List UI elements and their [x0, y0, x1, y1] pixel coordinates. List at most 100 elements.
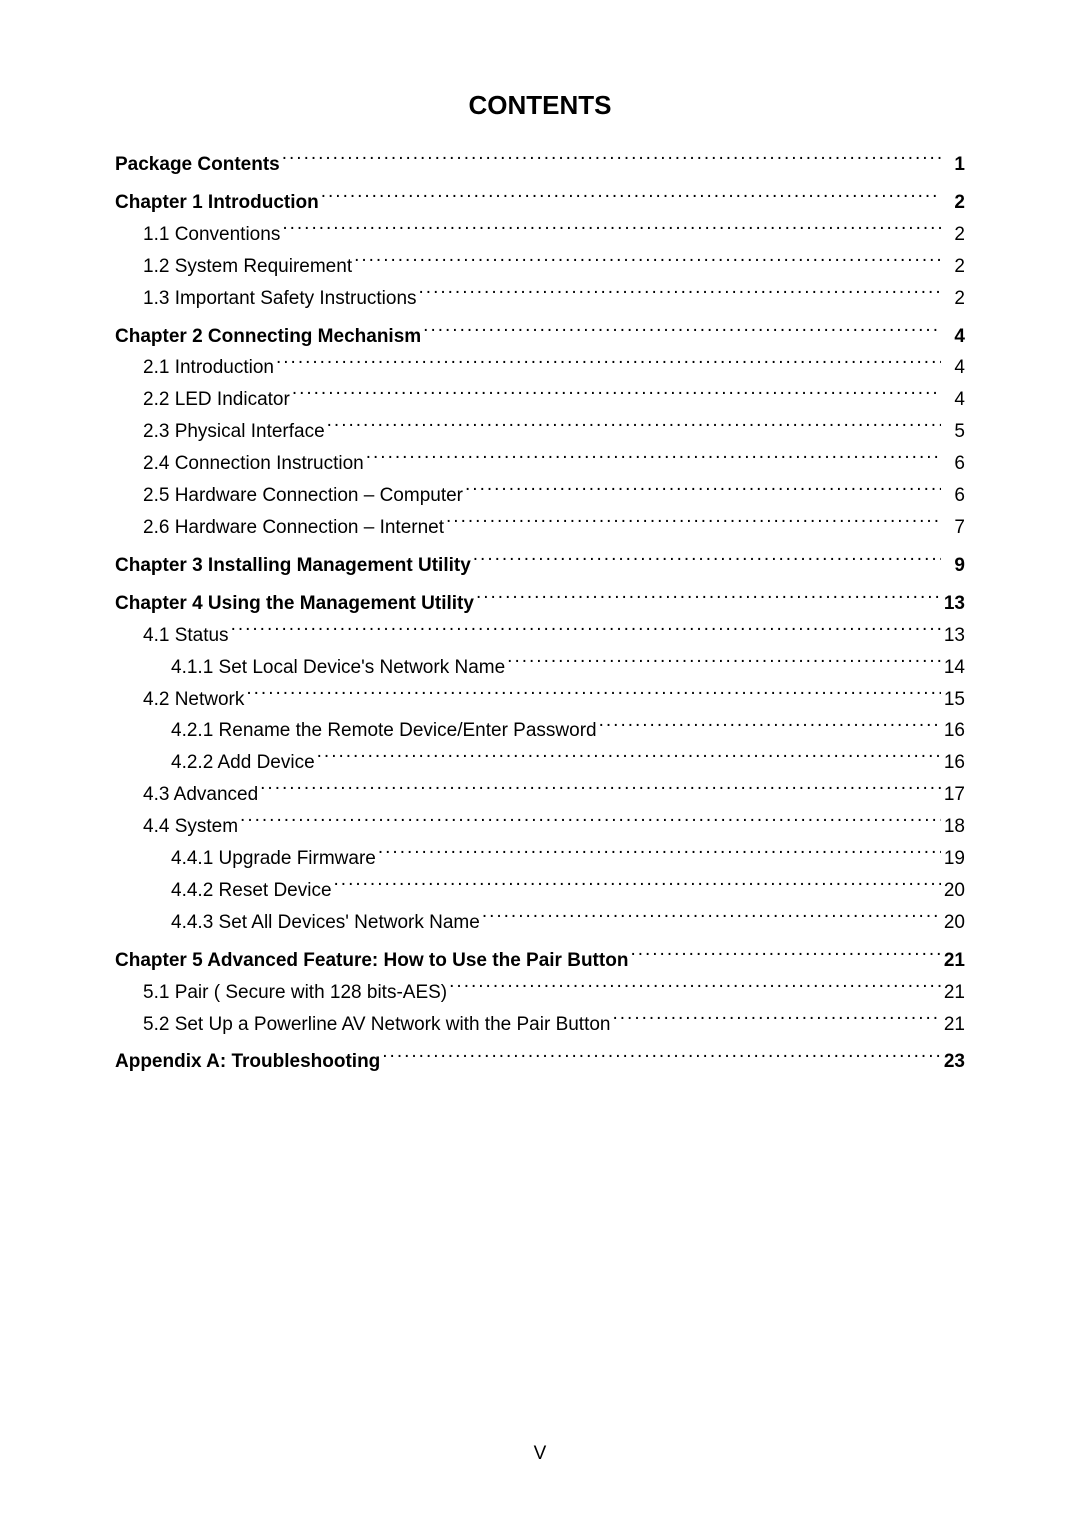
toc-entry: 4.4.2 Reset Device 20	[115, 875, 965, 907]
toc-entry-leader	[240, 813, 941, 832]
document-page: CONTENTS Package Contents 1 Chapter 1 Intr…	[0, 0, 1080, 1527]
toc-entry-label: 1.1 Conventions	[143, 219, 280, 251]
toc-entry-page: 4	[943, 352, 965, 384]
toc-entry: 2.2 LED Indicator 4	[115, 384, 965, 416]
toc-entry-label: 2.4 Connection Instruction	[143, 448, 364, 480]
toc-entry-label: 5.1 Pair ( Secure with 128 bits-AES)	[143, 977, 447, 1009]
toc-entry-page: 21	[943, 945, 965, 977]
toc-entry: 4.1 Status13	[115, 620, 965, 652]
toc-entry-label: Chapter 4 Using the Management Utility	[115, 588, 474, 620]
toc-entry: 2.3 Physical Interface 5	[115, 416, 965, 448]
toc-entry-label: Chapter 2 Connecting Mechanism	[115, 321, 421, 353]
toc-entry-leader	[423, 323, 941, 342]
toc-entry-page: 2	[943, 219, 965, 251]
toc-entry: Chapter 1 Introduction 2	[115, 187, 965, 219]
toc-entry: 1.2 System Requirement 2	[115, 251, 965, 283]
toc-entry-page: 5	[943, 416, 965, 448]
toc-entry: 4.4 System 18	[115, 811, 965, 843]
toc-entry-page: 7	[943, 512, 965, 544]
toc-entry-page: 15	[943, 684, 965, 716]
toc-entry-label: 4.4.1 Upgrade Firmware	[171, 843, 376, 875]
toc-entry-label: Chapter 1 Introduction	[115, 187, 319, 219]
toc-entry-label: 4.4.2 Reset Device	[171, 875, 332, 907]
toc-entry-label: Chapter 3 Installing Management Utility	[115, 550, 471, 582]
toc-entry-page: 21	[943, 1009, 965, 1041]
toc-entry-label: 2.2 LED Indicator	[143, 384, 290, 416]
toc-entry-label: Appendix A: Troubleshooting	[115, 1046, 380, 1078]
toc-entry: 4.4.1 Upgrade Firmware 19	[115, 843, 965, 875]
toc-entry-label: 4.3 Advanced	[143, 779, 258, 811]
toc-entry-label: Chapter 5 Advanced Feature: How to Use t…	[115, 945, 628, 977]
toc-entry-label: 5.2 Set Up a Powerline AV Network with t…	[143, 1009, 611, 1041]
toc-entry: 4.1.1 Set Local Device's Network Name 14	[115, 652, 965, 684]
table-of-contents: Package Contents 1 Chapter 1 Introduction 2…	[115, 149, 965, 1078]
toc-entry-page: 4	[943, 321, 965, 353]
toc-entry-page: 18	[943, 811, 965, 843]
toc-entry: Chapter 3 Installing Management Utility9	[115, 550, 965, 582]
toc-entry-leader	[449, 979, 941, 998]
toc-entry-leader	[507, 654, 941, 673]
toc-entry: 4.2 Network15	[115, 684, 965, 716]
toc-entry-leader	[599, 717, 941, 736]
toc-entry-page: 2	[943, 187, 965, 219]
page-title: CONTENTS	[115, 90, 965, 121]
toc-entry: 2.4 Connection Instruction 6	[115, 448, 965, 480]
toc-entry-leader	[354, 253, 941, 272]
toc-entry-label: 4.1.1 Set Local Device's Network Name	[171, 652, 505, 684]
toc-entry-label: 1.2 System Requirement	[143, 251, 352, 283]
toc-entry: 5.2 Set Up a Powerline AV Network with t…	[115, 1009, 965, 1041]
toc-entry-leader	[630, 947, 941, 966]
toc-entry-page: 2	[943, 251, 965, 283]
toc-entry: 4.4.3 Set All Devices' Network Name20	[115, 907, 965, 939]
toc-entry: 4.3 Advanced 17	[115, 779, 965, 811]
toc-entry-leader	[282, 221, 941, 240]
toc-entry-leader	[276, 354, 941, 373]
toc-entry-page: 2	[943, 283, 965, 315]
toc-entry-page: 23	[943, 1046, 965, 1078]
toc-entry: 5.1 Pair ( Secure with 128 bits-AES) 21	[115, 977, 965, 1009]
toc-entry-leader	[246, 686, 941, 705]
toc-entry-leader	[419, 285, 941, 304]
toc-entry-page: 16	[943, 715, 965, 747]
toc-entry-page: 4	[943, 384, 965, 416]
toc-entry-leader	[378, 845, 941, 864]
toc-entry: 2.1 Introduction 4	[115, 352, 965, 384]
toc-entry-page: 19	[943, 843, 965, 875]
toc-entry-leader	[334, 877, 941, 896]
toc-entry: 1.1 Conventions 2	[115, 219, 965, 251]
toc-entry-leader	[292, 386, 941, 405]
toc-entry-page: 13	[943, 620, 965, 652]
toc-entry: 2.5 Hardware Connection – Computer 6	[115, 480, 965, 512]
toc-entry: Package Contents 1	[115, 149, 965, 181]
toc-entry: 1.3 Important Safety Instructions2	[115, 283, 965, 315]
toc-entry-page: 20	[943, 875, 965, 907]
toc-entry-leader	[473, 552, 941, 571]
toc-entry-label: 4.2.1 Rename the Remote Device/Enter Pas…	[171, 715, 597, 747]
toc-entry-label: 4.4 System	[143, 811, 238, 843]
toc-entry: 2.6 Hardware Connection – Internet 7	[115, 512, 965, 544]
toc-entry-leader	[321, 189, 941, 208]
toc-entry-page: 16	[943, 747, 965, 779]
toc-entry-page: 6	[943, 448, 965, 480]
toc-entry: Chapter 2 Connecting Mechanism 4	[115, 321, 965, 353]
toc-entry-leader	[282, 151, 941, 170]
toc-entry-label: 2.1 Introduction	[143, 352, 274, 384]
toc-entry-page: 6	[943, 480, 965, 512]
toc-entry-leader	[465, 482, 941, 501]
toc-entry-leader	[482, 909, 941, 928]
toc-entry-leader	[446, 514, 941, 533]
toc-entry-leader	[260, 781, 941, 800]
toc-entry-label: 2.3 Physical Interface	[143, 416, 325, 448]
toc-entry-leader	[382, 1048, 941, 1067]
toc-entry-label: Package Contents	[115, 149, 280, 181]
toc-entry: Chapter 5 Advanced Feature: How to Use t…	[115, 945, 965, 977]
toc-entry: Chapter 4 Using the Management Utility 13	[115, 588, 965, 620]
toc-entry-page: 1	[943, 149, 965, 181]
toc-entry-page: 13	[943, 588, 965, 620]
toc-entry-label: 2.5 Hardware Connection – Computer	[143, 480, 463, 512]
toc-entry-leader	[366, 450, 941, 469]
toc-entry-page: 17	[943, 779, 965, 811]
toc-entry-page: 14	[943, 652, 965, 684]
toc-entry-label: 2.6 Hardware Connection – Internet	[143, 512, 444, 544]
toc-entry-page: 21	[943, 977, 965, 1009]
